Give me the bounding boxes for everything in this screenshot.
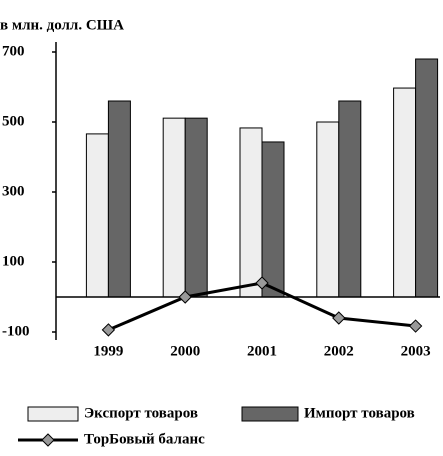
legend-label: ТорБовый баланс: [84, 431, 205, 447]
bar: [107, 100, 131, 298]
bar: [393, 87, 417, 298]
legend-label: Импорт товаров: [304, 405, 415, 421]
bar: [415, 58, 439, 298]
bar: [162, 117, 186, 298]
legend-swatch: [241, 406, 299, 422]
x-tick-label: 1999: [93, 343, 123, 359]
bar: [85, 133, 109, 298]
marker: [255, 276, 269, 290]
x-tick-label: 2000: [170, 343, 200, 359]
bar: [316, 121, 340, 298]
y-tick-label: 700: [2, 43, 25, 59]
legend-marker: [41, 433, 55, 447]
marker: [101, 323, 116, 337]
y-tick-label: 300: [2, 183, 25, 199]
y-tick-label: -100: [2, 323, 30, 339]
x-tick-label: 2003: [401, 343, 431, 359]
marker: [332, 311, 346, 325]
y-tick-label: 500: [2, 113, 25, 129]
marker: [178, 290, 192, 304]
x-tick-label: 2001: [247, 343, 277, 359]
bar: [261, 141, 285, 298]
x-tick-label: 2002: [324, 343, 354, 359]
bar: [239, 127, 263, 298]
marker: [408, 319, 423, 333]
bar: [338, 100, 362, 298]
y-tick-label: 100: [2, 253, 25, 269]
bar: [184, 117, 208, 298]
legend-label: Экспорт товаров: [84, 405, 198, 421]
y-axis-label: в млн. долл. США: [0, 17, 124, 33]
legend-swatch: [27, 406, 79, 422]
